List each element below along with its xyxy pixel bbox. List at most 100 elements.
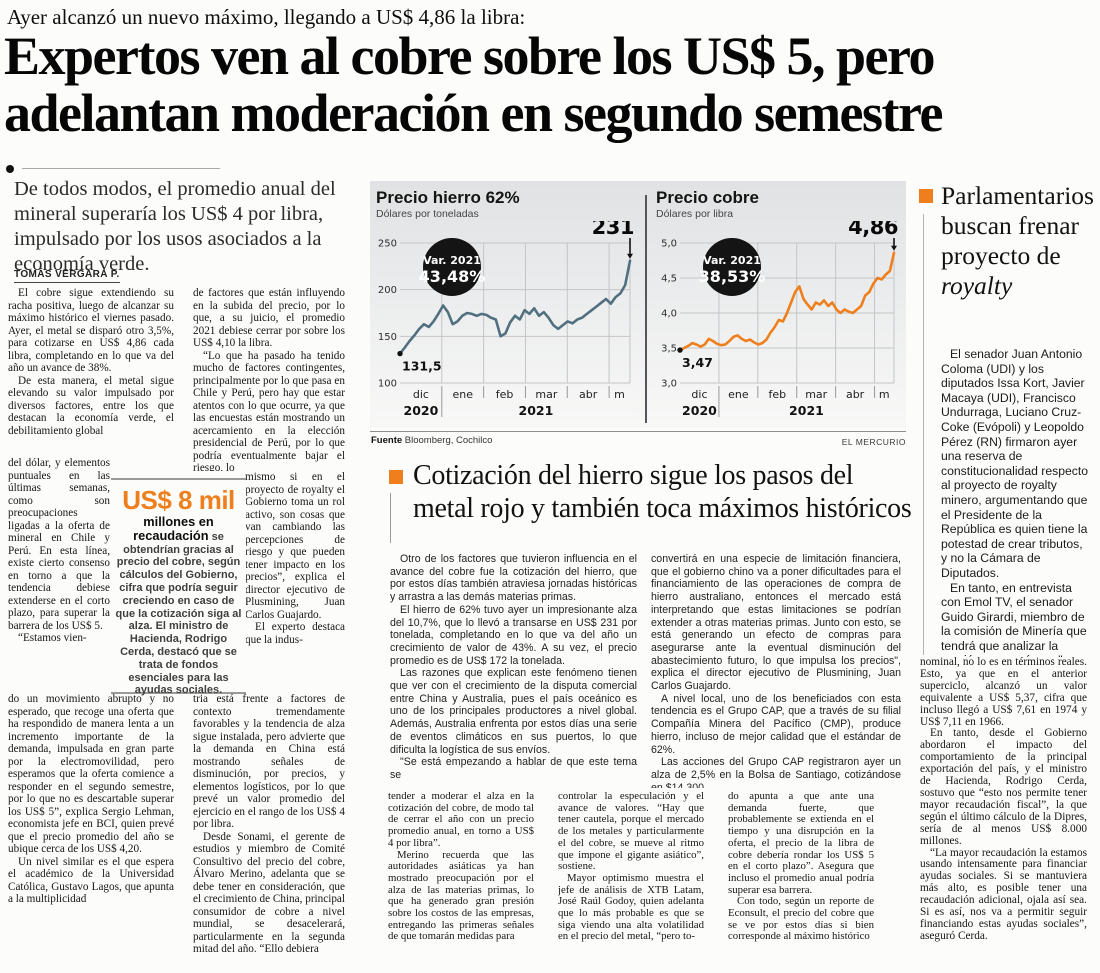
body-paragraph: “Lo que ha pasado ha tenido mucho de fac… bbox=[193, 349, 345, 472]
variation-badge bbox=[423, 238, 481, 296]
y-tick-label: 4,0 bbox=[661, 309, 677, 320]
article-lead: De todos modos, el promedio anual del mi… bbox=[14, 178, 336, 275]
mid-headline-rule bbox=[390, 493, 391, 543]
chart-source: Fuente Bloomberg, Cochilco bbox=[371, 435, 493, 446]
start-point-marker bbox=[397, 350, 403, 357]
body-paragraph: "Se está empezando a hablar de que este … bbox=[390, 756, 637, 781]
kicker: Ayer alcanzó un nuevo máximo, llegando a… bbox=[7, 5, 526, 29]
pull-quote: US$ 8 mil millones en recaudación se obt… bbox=[111, 478, 246, 696]
sidebar-headline-line: Parlamentarios bbox=[941, 181, 1094, 210]
charts-panel bbox=[370, 181, 906, 428]
month-label: feb bbox=[496, 388, 514, 401]
body-paragraph: controlar la especulación y el avance de… bbox=[558, 791, 704, 873]
body-paragraph: Las razones que explican este fenómeno t… bbox=[390, 667, 637, 756]
month-label: feb bbox=[768, 388, 786, 401]
body-paragraph: do un movimiento abrupto y no esperado, … bbox=[8, 693, 174, 855]
body-paragraph: del dólar, y elementos puntuales en las … bbox=[8, 457, 110, 632]
month-label: abr bbox=[846, 388, 865, 401]
sidebar-headline-line: buscan frenar bbox=[941, 211, 1080, 240]
bottom-column-3: do apunta a que ante una demanda fuerte,… bbox=[728, 791, 874, 972]
price-arrowhead-icon bbox=[891, 245, 897, 251]
main-column-2: de factores que están influyendo en la s… bbox=[193, 287, 345, 973]
variation-badge bbox=[703, 238, 761, 296]
year-label: 2020 bbox=[682, 403, 717, 418]
sidebar-headline: Parlamentarios buscan frenar proyecto de r… bbox=[941, 181, 1100, 301]
month-label: ene bbox=[728, 388, 749, 401]
body-paragraph: Las acciones del Grupo CAP registraron a… bbox=[651, 756, 901, 788]
pull-quote-lead: millones en recaudación bbox=[133, 514, 214, 543]
y-tick-label: 4,5 bbox=[661, 274, 677, 285]
body-paragraph: De esta manera, el metal sigue elevando … bbox=[8, 374, 174, 437]
main-column-1: El cobre sigue extendiendo su racha posi… bbox=[8, 287, 174, 973]
month-label: mar bbox=[805, 388, 827, 401]
text-segment: del dólar, y elementos puntuales en las … bbox=[8, 457, 110, 693]
byline: TOMÁS VERGARA P. bbox=[14, 269, 120, 283]
section-bullet-icon bbox=[389, 470, 403, 484]
body-paragraph: do apunta a que ante una demanda fuerte,… bbox=[728, 791, 874, 896]
mid-article-headline: Cotización del hierro sigue los pasos de… bbox=[413, 460, 912, 524]
year-label: 2020 bbox=[404, 403, 439, 418]
chart-title: Precio hierro 62% bbox=[376, 188, 520, 207]
start-value-label: 3,47 bbox=[682, 355, 713, 370]
body-paragraph: El hierro de 62% tuvo ayer un impresiona… bbox=[390, 603, 637, 667]
y-tick-label: 5,0 bbox=[661, 239, 677, 250]
y-tick-label: 150 bbox=[378, 332, 397, 343]
sidebar-headline-line: proyecto de bbox=[941, 241, 1061, 270]
mid-column-2: convertirá en una especie de limitación … bbox=[651, 553, 901, 788]
chart-canvas: 3,0 3,5 4,0 4,5 5,0 dic ene feb mar abr m 2020 2021 3… bbox=[661, 221, 898, 418]
body-paragraph: Con todo, según un reporte de Econsult, … bbox=[728, 895, 874, 943]
y-tick-label: 250 bbox=[378, 239, 397, 250]
sidebar-rule bbox=[923, 214, 924, 655]
price-series-line bbox=[678, 251, 896, 352]
end-value-label: 4,86 bbox=[848, 221, 898, 239]
body-paragraph: El experto destaca que la indus- bbox=[245, 621, 345, 646]
chart-canvas: 100 150 200 250 dic ene feb mar abr m 2020 2021 131,… bbox=[378, 221, 635, 418]
month-label: dic bbox=[691, 388, 707, 401]
variation-badge-label: Var. 2021 bbox=[423, 254, 481, 267]
y-tick-label: 3,5 bbox=[661, 344, 677, 355]
body-paragraph: tender a moderar el alza en la cotizació… bbox=[388, 791, 534, 849]
end-value-label: 231 bbox=[592, 221, 634, 239]
chart-credit: EL MERCURIO bbox=[841, 437, 906, 447]
iron-price-chart: Precio hierro 62% Dólares por toneladas … bbox=[374, 188, 638, 423]
body-paragraph: “Estamos vien- bbox=[18, 632, 87, 644]
charts-divider bbox=[645, 195, 647, 423]
start-point-marker bbox=[677, 347, 683, 353]
body-paragraph: tria está frente a factores de contexto … bbox=[193, 693, 345, 830]
variation-badge-value: 43,48% bbox=[419, 267, 486, 286]
year-label: 2021 bbox=[789, 403, 824, 418]
chart-footer-rule bbox=[370, 431, 906, 432]
body-paragraph: nominal, no lo es en términos reales. Es… bbox=[920, 657, 1087, 728]
y-tick-label: 3,0 bbox=[661, 379, 677, 390]
bottom-column-1: tender a moderar el alza en la cotizació… bbox=[388, 791, 534, 972]
sidebar-continuation: nominal, no lo es en términos reales. Es… bbox=[920, 657, 1087, 971]
body-paragraph: Merino recuerda que las autoridades asiá… bbox=[388, 848, 534, 943]
body-paragraph: El cobre sigue extendiendo su racha posi… bbox=[8, 287, 174, 374]
body-paragraph: En tanto, desde el Gobierno abordaron el… bbox=[920, 727, 1087, 847]
pull-quote-amount: US$ 8 mil bbox=[122, 485, 235, 515]
body-paragraph: Otro de los factores que tuvieron influe… bbox=[390, 553, 637, 604]
month-label: ene bbox=[452, 388, 473, 401]
year-label: 2021 bbox=[519, 403, 554, 418]
bottom-column-2: controlar la especulación y el avance de… bbox=[558, 791, 704, 972]
body-paragraph: de factores que están influyendo en la s… bbox=[193, 287, 345, 349]
chart-subtitle: Dólares por libra bbox=[656, 208, 734, 220]
article-marker-icon bbox=[6, 165, 14, 173]
variation-badge-value: 38,53% bbox=[699, 267, 766, 286]
y-tick-label: 200 bbox=[378, 285, 397, 296]
price-series-line bbox=[398, 259, 632, 355]
chart-title: Precio cobre bbox=[656, 188, 759, 207]
mid-column-1: Otro de los factores que tuvieron influe… bbox=[390, 553, 637, 788]
body-paragraph: “La mayor recaudación la estamos usando … bbox=[920, 846, 1087, 942]
sidebar-headline-italic: royalty bbox=[941, 271, 1013, 300]
copper-price-chart: Precio cobre Dólares por libra 3,0 3,5 4,0… bbox=[654, 188, 902, 423]
text-segment: El cobre sigue extendiendo su racha posi… bbox=[8, 287, 174, 457]
start-value-label: 131,5 bbox=[402, 359, 442, 374]
main-headline: Expertos ven al cobre sobre los US$ 5, p… bbox=[4, 26, 943, 143]
body-paragraph: Un nivel similar es el que espera el aca… bbox=[8, 855, 174, 906]
body-paragraph: El senador Juan Antonio Coloma (UDI) y l… bbox=[941, 347, 1089, 580]
month-label: m bbox=[614, 388, 625, 401]
body-paragraph: A nivel local, uno de los beneficiados c… bbox=[651, 692, 901, 756]
month-label: m bbox=[879, 388, 890, 401]
text-segment: tria está frente a factores de contexto … bbox=[193, 693, 345, 973]
